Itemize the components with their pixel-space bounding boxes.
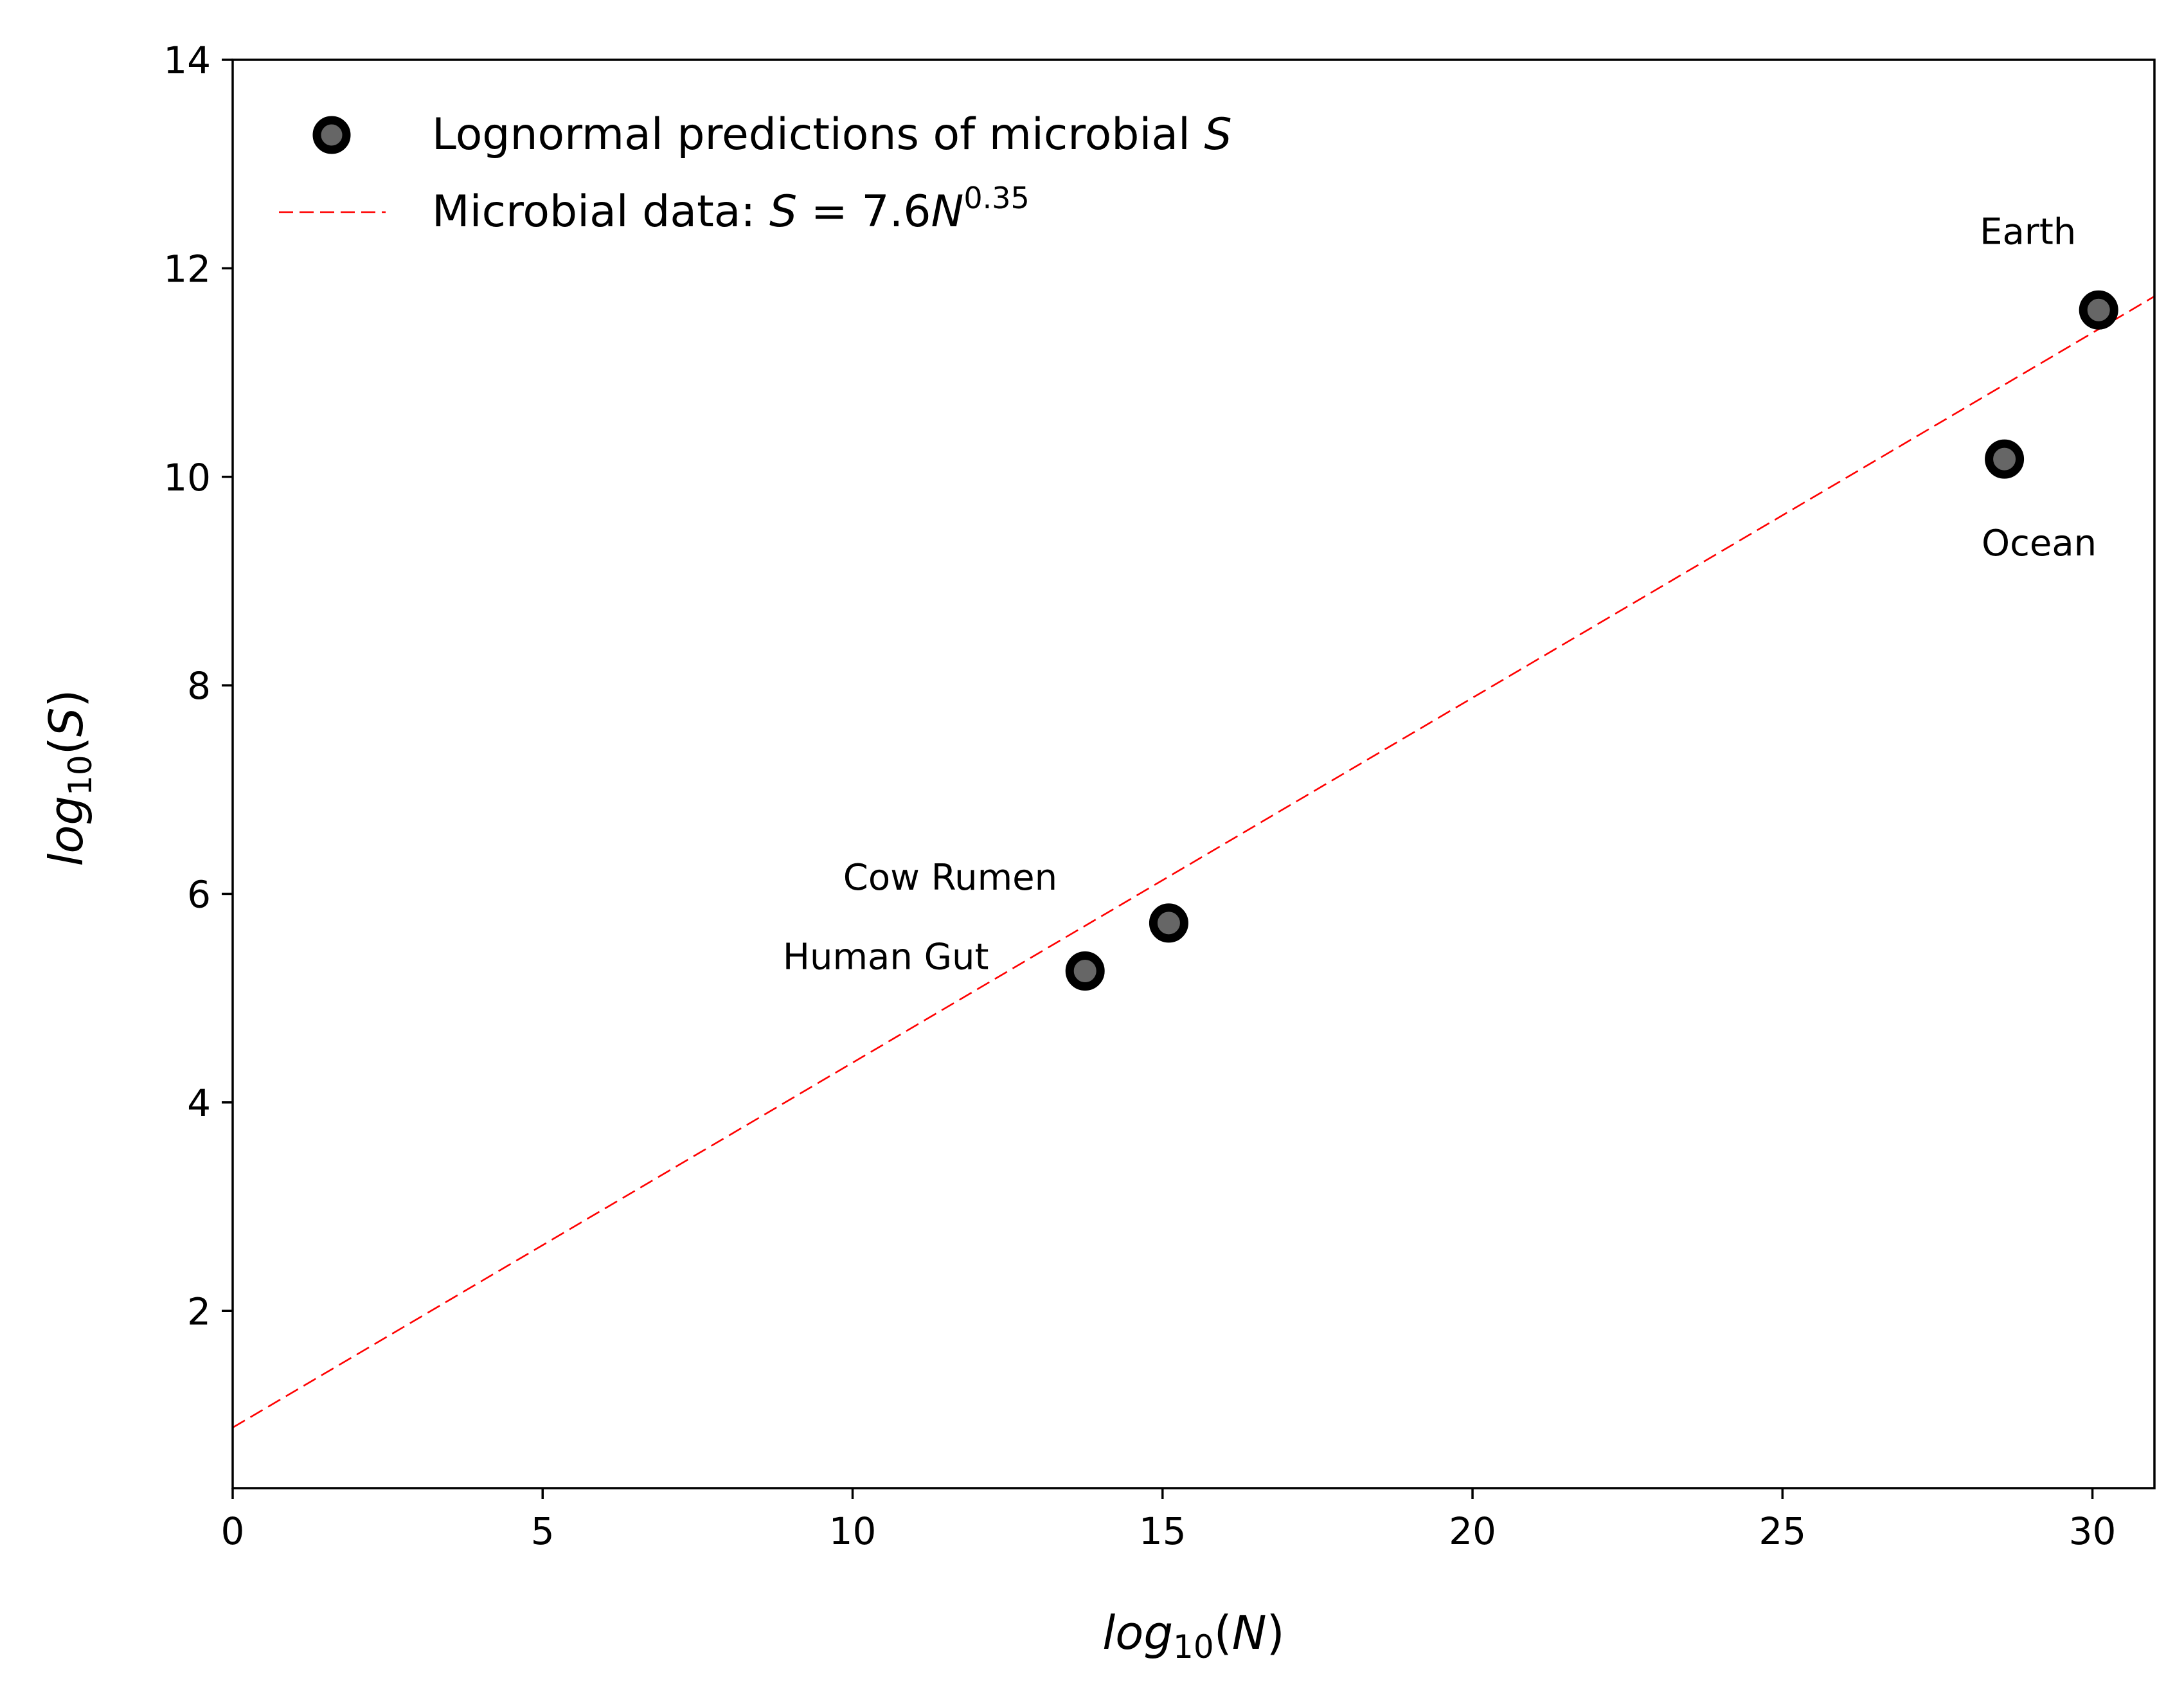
y-tick-label: 4	[187, 1081, 211, 1125]
y-tick-label: 8	[187, 664, 211, 708]
y-tick-label: 12	[163, 247, 211, 291]
y-tick-label: 6	[187, 873, 211, 917]
annotation-ocean: Ocean	[1982, 523, 2097, 564]
plot-frame	[231, 58, 2156, 1489]
scatter-points	[1065, 290, 2118, 991]
y-axis-ticks: 2 4 6 8 10 12 14	[163, 39, 233, 1333]
annotation-cow-rumen: Cow Rumen	[843, 857, 1057, 899]
x-axis-ticks: 0 5 10 15 20 25 30	[221, 1488, 2117, 1553]
point-earth	[2079, 290, 2118, 330]
legend-label-scatter: Lognormal predictions of microbial S	[432, 109, 1232, 160]
annotation-human-gut: Human Gut	[783, 937, 989, 978]
x-tick-label: 5	[531, 1509, 555, 1553]
x-tick-label: 25	[1759, 1509, 1806, 1553]
y-tick-label: 10	[163, 456, 211, 499]
fit-line-series	[233, 295, 2154, 1428]
x-tick-label: 10	[829, 1509, 877, 1553]
point-human-gut	[1065, 951, 1105, 991]
point-ocean	[1985, 439, 2025, 479]
x-tick-label: 30	[2069, 1509, 2117, 1553]
y-tick-label: 14	[163, 39, 211, 82]
annotation-earth: Earth	[1980, 211, 2076, 253]
legend-label-line: Microbial data: S = 7.6N0.35	[432, 181, 1030, 237]
x-tick-label: 0	[221, 1509, 245, 1553]
x-tick-label: 15	[1139, 1509, 1186, 1553]
x-tick-label: 20	[1449, 1509, 1496, 1553]
y-tick-label: 2	[187, 1290, 211, 1333]
legend-marker-scatter	[312, 116, 351, 154]
point-cow-rumen	[1149, 903, 1188, 943]
legend: Lognormal predictions of microbial S Mic…	[279, 109, 1232, 237]
